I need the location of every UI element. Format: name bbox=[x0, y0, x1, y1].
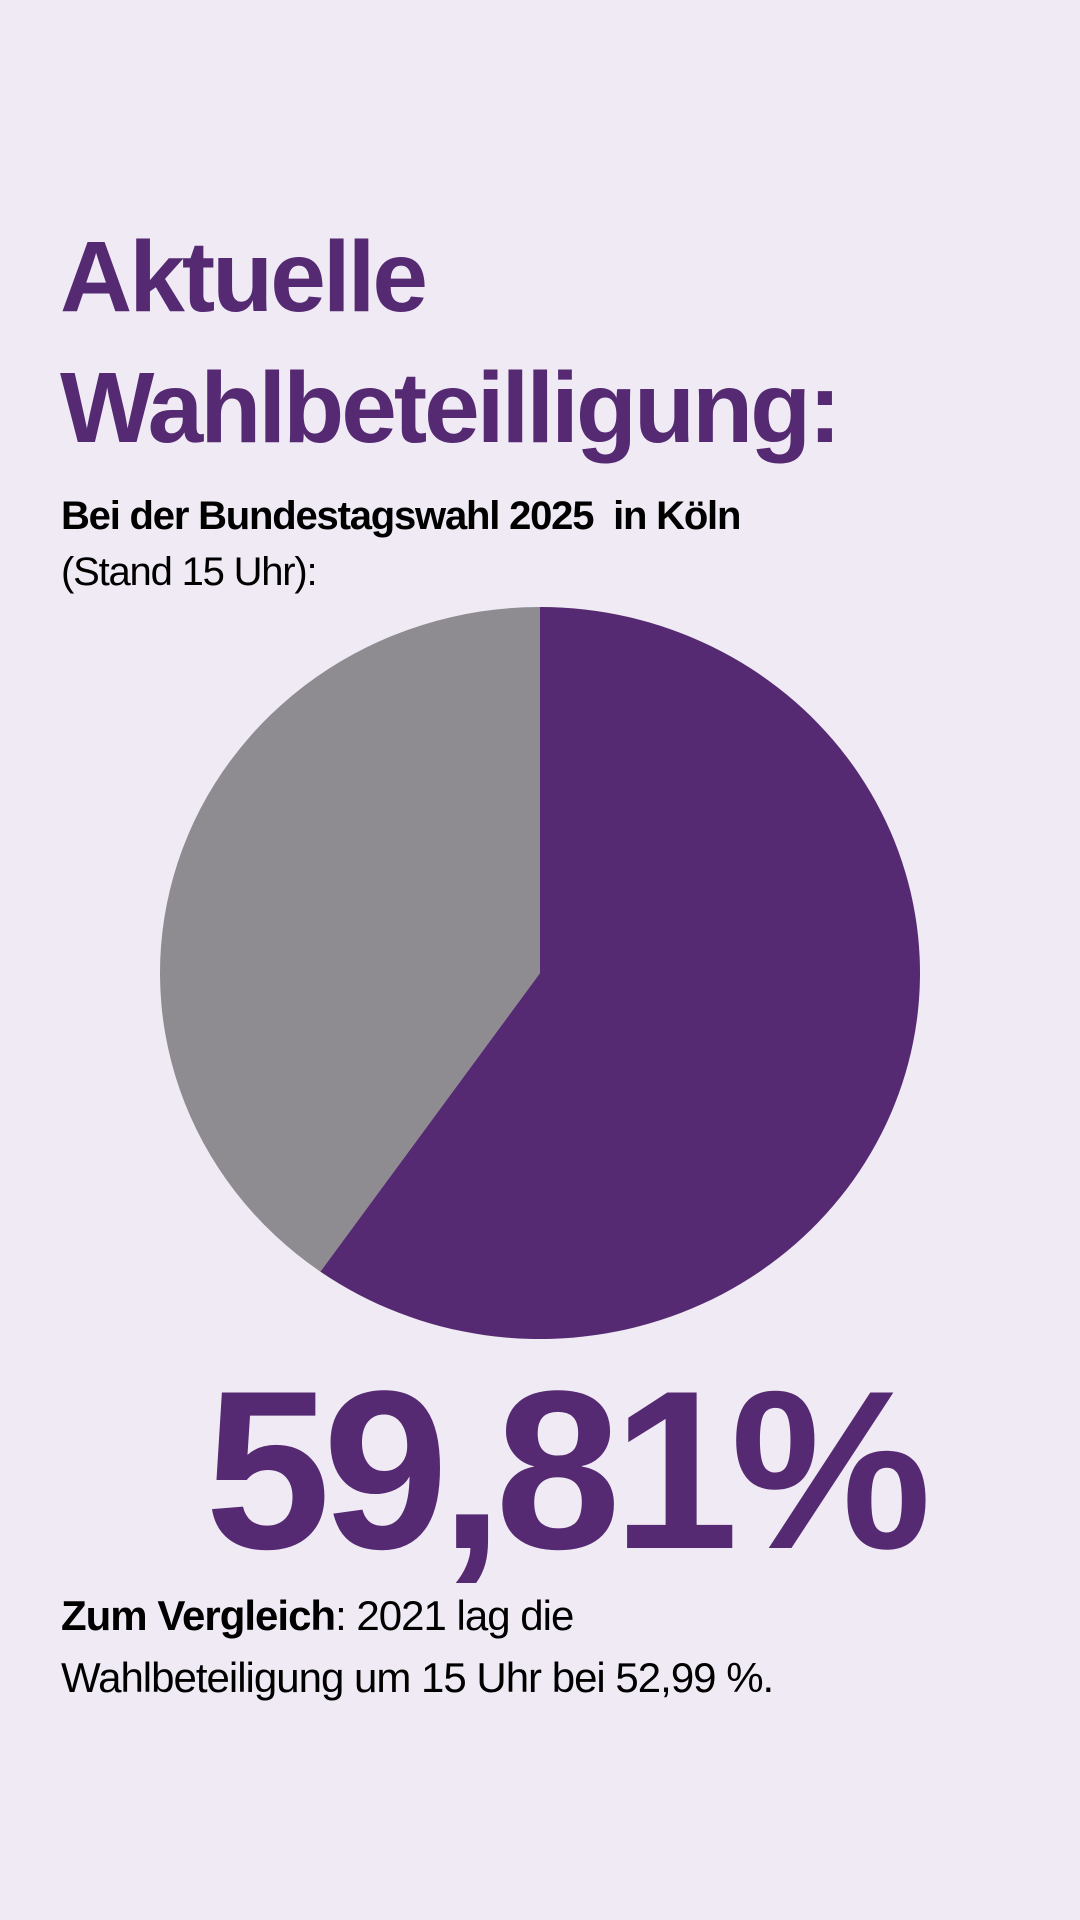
subtitle-bold: Bei der Bundestagswahl 2025 in Köln bbox=[61, 494, 741, 538]
comparison-label: Zum Vergleich bbox=[61, 1592, 336, 1639]
title-line-2: Wahlbeteilligung: bbox=[60, 352, 842, 464]
comparison-text: Zum Vergleich: 2021 lag die Wahlbeteilig… bbox=[61, 1585, 774, 1709]
page-title: Aktuelle Wahlbeteilligung: bbox=[60, 212, 842, 474]
subtitle: Bei der Bundestagswahl 2025 in Köln (Sta… bbox=[61, 488, 741, 600]
subtitle-note: (Stand 15 Uhr): bbox=[61, 550, 318, 594]
title-line-1: Aktuelle bbox=[60, 221, 428, 333]
pie-chart bbox=[159, 607, 920, 1339]
comparison-text-2: Wahlbeteiligung um 15 Uhr bei 52,99 %. bbox=[61, 1654, 774, 1701]
pie-slice-turnout bbox=[320, 607, 920, 1339]
comparison-text-1: : 2021 lag die bbox=[335, 1592, 574, 1639]
pie-slice-remaining bbox=[159, 607, 540, 1272]
turnout-value: 59,81% bbox=[205, 1343, 932, 1596]
